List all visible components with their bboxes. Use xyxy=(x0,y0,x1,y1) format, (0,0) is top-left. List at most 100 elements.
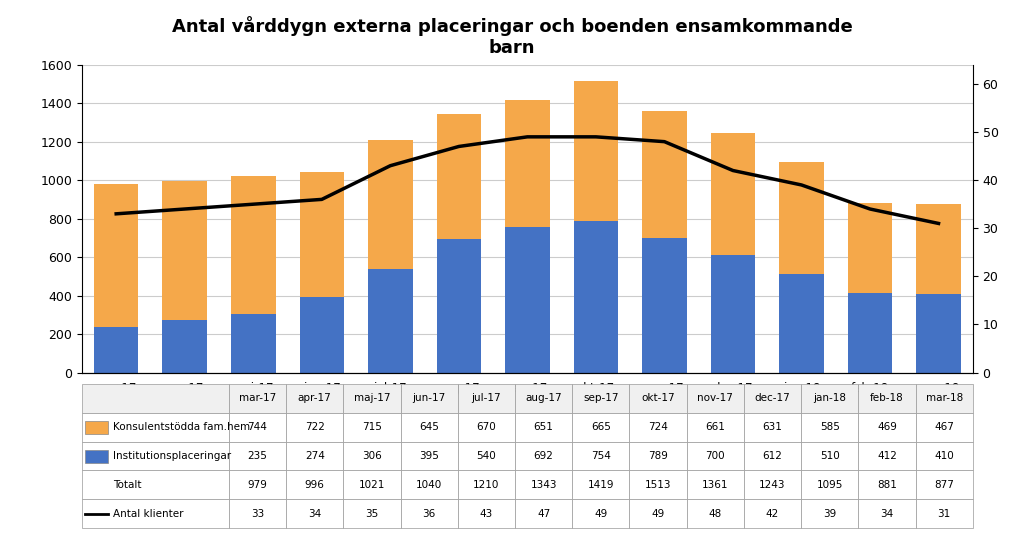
FancyBboxPatch shape xyxy=(515,413,572,441)
Text: 877: 877 xyxy=(934,480,954,490)
Text: 49: 49 xyxy=(651,509,665,519)
FancyBboxPatch shape xyxy=(229,499,286,528)
FancyBboxPatch shape xyxy=(915,499,973,528)
Text: 612: 612 xyxy=(763,451,782,461)
Text: 996: 996 xyxy=(305,480,325,490)
FancyBboxPatch shape xyxy=(82,413,229,441)
FancyBboxPatch shape xyxy=(82,471,229,499)
Text: 744: 744 xyxy=(248,422,267,432)
Text: dec-17: dec-17 xyxy=(755,393,791,403)
FancyBboxPatch shape xyxy=(400,471,458,499)
FancyBboxPatch shape xyxy=(858,384,915,413)
Text: Konsulentstödda fam.hem: Konsulentstödda fam.hem xyxy=(113,422,250,432)
FancyBboxPatch shape xyxy=(229,441,286,471)
Text: 47: 47 xyxy=(537,509,550,519)
Text: 692: 692 xyxy=(534,451,554,461)
FancyBboxPatch shape xyxy=(343,384,400,413)
Bar xyxy=(573,221,618,372)
FancyBboxPatch shape xyxy=(743,471,801,499)
Bar xyxy=(368,140,413,268)
Text: 540: 540 xyxy=(476,451,497,461)
Text: 631: 631 xyxy=(763,422,782,432)
Text: 651: 651 xyxy=(534,422,554,432)
FancyBboxPatch shape xyxy=(630,441,687,471)
Text: 36: 36 xyxy=(423,509,436,519)
FancyBboxPatch shape xyxy=(743,499,801,528)
Text: 412: 412 xyxy=(877,451,897,461)
FancyBboxPatch shape xyxy=(801,499,858,528)
Text: 235: 235 xyxy=(248,451,267,461)
FancyBboxPatch shape xyxy=(630,413,687,441)
Text: 410: 410 xyxy=(934,451,954,461)
Text: aug-17: aug-17 xyxy=(525,393,562,403)
Text: 31: 31 xyxy=(938,509,951,519)
Text: Totalt: Totalt xyxy=(113,480,141,490)
Text: 665: 665 xyxy=(591,422,610,432)
FancyBboxPatch shape xyxy=(801,384,858,413)
Bar xyxy=(163,181,207,320)
FancyBboxPatch shape xyxy=(801,441,858,471)
Text: sep-17: sep-17 xyxy=(583,393,618,403)
Text: 34: 34 xyxy=(308,509,322,519)
Text: 35: 35 xyxy=(366,509,379,519)
FancyBboxPatch shape xyxy=(458,471,515,499)
FancyBboxPatch shape xyxy=(572,499,630,528)
FancyBboxPatch shape xyxy=(286,471,343,499)
Text: 469: 469 xyxy=(877,422,897,432)
Bar xyxy=(573,81,618,221)
Bar xyxy=(94,184,138,327)
FancyBboxPatch shape xyxy=(400,413,458,441)
Text: 33: 33 xyxy=(251,509,264,519)
FancyBboxPatch shape xyxy=(85,450,108,462)
Text: nov-17: nov-17 xyxy=(697,393,733,403)
FancyBboxPatch shape xyxy=(85,421,108,434)
Bar xyxy=(231,176,275,314)
Text: 1210: 1210 xyxy=(473,480,500,490)
Text: 1343: 1343 xyxy=(530,480,557,490)
Text: 1243: 1243 xyxy=(759,480,785,490)
Text: jul-17: jul-17 xyxy=(472,393,501,403)
Text: mar-17: mar-17 xyxy=(239,393,276,403)
FancyBboxPatch shape xyxy=(400,499,458,528)
Text: 274: 274 xyxy=(305,451,325,461)
Bar xyxy=(436,114,481,239)
Text: 881: 881 xyxy=(877,480,897,490)
Text: 39: 39 xyxy=(823,509,837,519)
Bar xyxy=(163,320,207,372)
FancyBboxPatch shape xyxy=(630,471,687,499)
Text: 49: 49 xyxy=(594,509,607,519)
FancyBboxPatch shape xyxy=(743,384,801,413)
Text: 1513: 1513 xyxy=(645,480,672,490)
FancyBboxPatch shape xyxy=(343,471,400,499)
Bar xyxy=(916,294,961,372)
FancyBboxPatch shape xyxy=(515,499,572,528)
FancyBboxPatch shape xyxy=(630,499,687,528)
Text: maj-17: maj-17 xyxy=(353,393,390,403)
FancyBboxPatch shape xyxy=(82,384,229,413)
Bar xyxy=(779,274,823,372)
Bar xyxy=(779,162,823,274)
FancyBboxPatch shape xyxy=(400,384,458,413)
Text: 1021: 1021 xyxy=(358,480,385,490)
Bar xyxy=(642,238,687,372)
Bar xyxy=(505,100,550,227)
Bar xyxy=(848,203,892,293)
Bar xyxy=(848,293,892,372)
Text: 510: 510 xyxy=(820,451,840,461)
Text: 42: 42 xyxy=(766,509,779,519)
FancyBboxPatch shape xyxy=(915,384,973,413)
Text: 48: 48 xyxy=(709,509,722,519)
FancyBboxPatch shape xyxy=(515,441,572,471)
FancyBboxPatch shape xyxy=(572,471,630,499)
Text: 1419: 1419 xyxy=(588,480,614,490)
Text: 1095: 1095 xyxy=(816,480,843,490)
Bar xyxy=(231,314,275,372)
Bar xyxy=(711,133,756,255)
FancyBboxPatch shape xyxy=(743,441,801,471)
Text: 979: 979 xyxy=(248,480,267,490)
FancyBboxPatch shape xyxy=(858,499,915,528)
Text: 645: 645 xyxy=(419,422,439,432)
FancyBboxPatch shape xyxy=(630,384,687,413)
Bar xyxy=(299,172,344,296)
FancyBboxPatch shape xyxy=(286,413,343,441)
